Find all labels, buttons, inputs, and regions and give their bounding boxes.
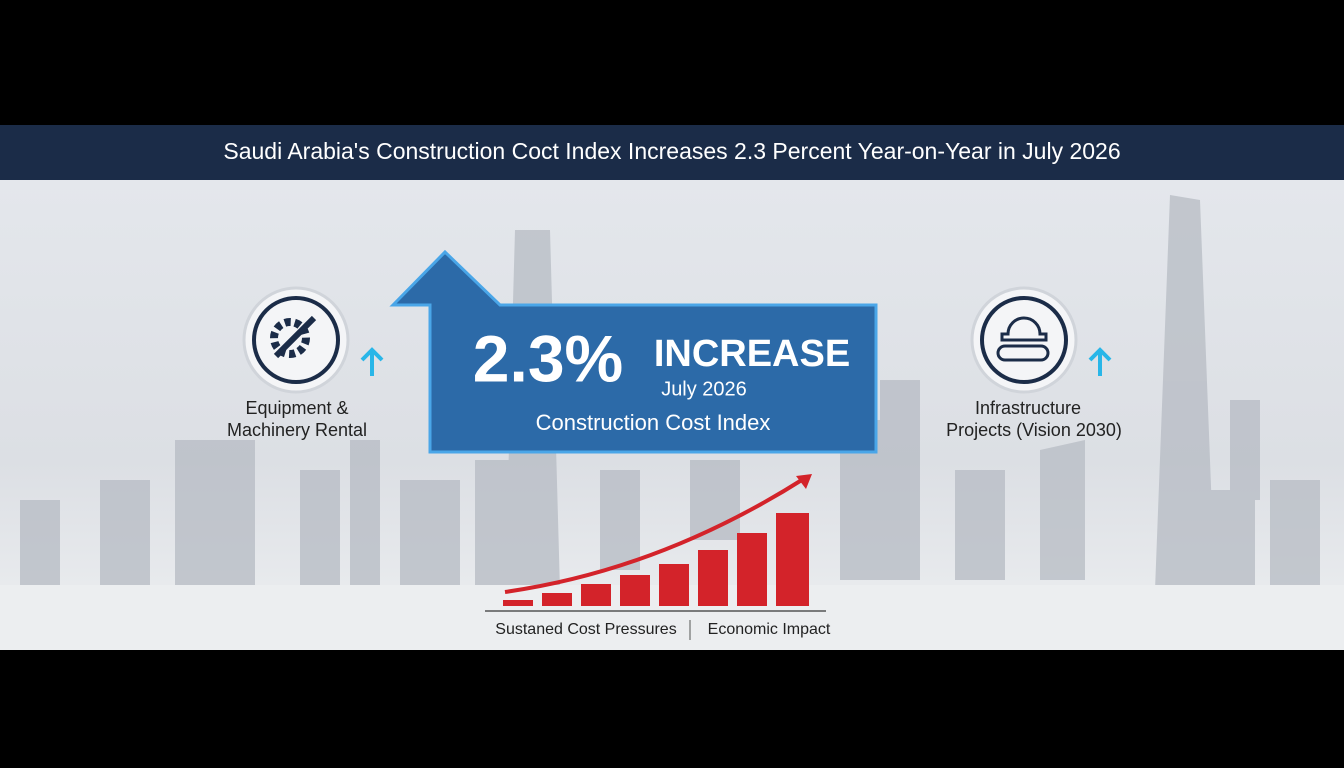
up-arrow — [360, 347, 384, 376]
left-label: Machinery Rental — [227, 420, 367, 440]
title-band — [0, 125, 1344, 180]
headline-word: INCREASE — [654, 333, 850, 375]
left-icon — [242, 286, 350, 394]
headline-subject: Construction Cost Index — [536, 410, 771, 435]
left-label: Equipment & — [245, 398, 348, 418]
footer-item: Economic Impact — [708, 621, 831, 638]
headline-figure: 2.3% — [473, 321, 623, 395]
title: Saudi Arabia's Construction Coct Index I… — [223, 138, 1120, 164]
trend-arrow — [504, 476, 807, 594]
right-label: Infrastructure — [975, 398, 1081, 418]
footer-item: Sustaned Cost Pressures — [495, 621, 676, 638]
right-icon — [970, 286, 1078, 394]
right-label: Projects (Vision 2030) — [946, 420, 1122, 440]
illustrative-bars — [503, 513, 809, 606]
up-arrow — [1088, 347, 1112, 376]
trend-arrowhead — [796, 474, 812, 489]
headline-date: July 2026 — [661, 378, 747, 400]
headline-box — [389, 249, 878, 454]
